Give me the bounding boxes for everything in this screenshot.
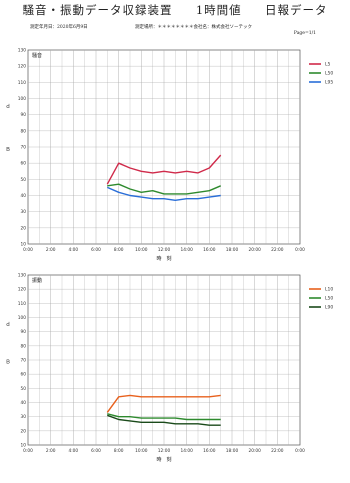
series-line-L50 bbox=[107, 183, 221, 195]
legend-label-L95: L95 bbox=[325, 80, 333, 86]
y-tick-label: 80 bbox=[21, 343, 27, 349]
x-tick-label: 2:00 bbox=[46, 247, 56, 253]
x-tick-label: 20:00 bbox=[248, 247, 261, 253]
x-tick-label: 0:00 bbox=[23, 247, 33, 253]
y-tick-label: 50 bbox=[21, 177, 27, 183]
x-tick-label: 12:00 bbox=[158, 247, 171, 253]
y-tick-label: 90 bbox=[21, 112, 27, 118]
y-axis-label: ｄＢ bbox=[5, 321, 10, 365]
measure-location: 測定場所：＊＊＊＊＊＊＊＊会社名：株式会社ソーテック bbox=[135, 25, 252, 30]
y-tick-label: 120 bbox=[18, 64, 26, 70]
report-kind: 日報データ bbox=[264, 3, 328, 17]
y-tick-label: 80 bbox=[21, 128, 27, 134]
y-tick-label: 130 bbox=[18, 48, 26, 54]
x-axis-label: 時 刻 bbox=[156, 255, 171, 262]
x-tick-label: 8:00 bbox=[114, 247, 124, 253]
x-tick-label: 18:00 bbox=[226, 448, 239, 454]
legend-label-L50: L50 bbox=[325, 71, 333, 77]
x-tick-label: 10:00 bbox=[135, 448, 148, 454]
y-tick-label: 10 bbox=[21, 443, 27, 449]
y-tick-label: 20 bbox=[21, 428, 27, 434]
y-tick-label: 90 bbox=[21, 329, 27, 335]
y-tick-label: 100 bbox=[18, 315, 26, 321]
x-tick-label: 4:00 bbox=[69, 448, 79, 454]
y-tick-label: 110 bbox=[18, 80, 26, 86]
y-tick-label: 70 bbox=[21, 358, 27, 364]
y-tick-label: 40 bbox=[21, 193, 27, 199]
x-tick-label: 20:00 bbox=[248, 448, 261, 454]
legend-label-L50: L50 bbox=[325, 296, 333, 302]
y-tick-label: 130 bbox=[18, 273, 26, 279]
legend-label-L10: L10 bbox=[325, 287, 333, 293]
legend-label-L5: L5 bbox=[325, 62, 331, 68]
x-tick-label: 0:00 bbox=[295, 448, 305, 454]
legend-label-L90: L90 bbox=[325, 305, 333, 311]
y-tick-label: 60 bbox=[21, 372, 27, 378]
y-tick-label: 100 bbox=[18, 96, 26, 102]
x-tick-label: 12:00 bbox=[158, 448, 171, 454]
series-line-L50 bbox=[107, 413, 221, 421]
x-tick-label: 8:00 bbox=[114, 448, 124, 454]
x-tick-label: 14:00 bbox=[180, 247, 193, 253]
y-tick-label: 40 bbox=[21, 400, 27, 406]
y-tick-label: 110 bbox=[18, 301, 26, 307]
measure-date: 測定年月日：2020年6月9日 bbox=[30, 25, 88, 30]
x-tick-label: 14:00 bbox=[180, 448, 193, 454]
x-tick-label: 6:00 bbox=[91, 448, 101, 454]
x-tick-label: 16:00 bbox=[203, 247, 216, 253]
y-axis-label: ｄＢ bbox=[5, 103, 10, 153]
x-tick-label: 10:00 bbox=[135, 247, 148, 253]
y-tick-label: 10 bbox=[21, 242, 27, 248]
y-tick-label: 60 bbox=[21, 161, 27, 167]
x-tick-label: 16:00 bbox=[203, 448, 216, 454]
y-tick-label: 20 bbox=[21, 225, 27, 231]
report-main-title: 騒音・振動データ収録装置 bbox=[22, 3, 173, 17]
page-number: Page=1/1 bbox=[293, 31, 316, 36]
x-tick-label: 0:00 bbox=[295, 247, 305, 253]
x-tick-label: 18:00 bbox=[226, 247, 239, 253]
y-tick-label: 30 bbox=[21, 209, 27, 215]
x-tick-label: 22:00 bbox=[271, 448, 284, 454]
chart-2: 10 20 30 40 50 60 70 80 90 100 110 120 130 0:00 2:00 4:… bbox=[5, 273, 333, 464]
chart-1: 10 20 30 40 50 60 70 80 90 100 110 120 130 0:00 2:00 4:… bbox=[5, 48, 333, 263]
series-line-L95 bbox=[107, 186, 221, 202]
series-line-L90 bbox=[107, 414, 221, 426]
series-line-L5 bbox=[106, 154, 222, 185]
chart-title: 振動 bbox=[32, 277, 42, 284]
y-tick-label: 120 bbox=[18, 287, 26, 293]
report-title: 騒音・振動データ収録装置 1時間値 日報データ bbox=[0, 2, 350, 18]
y-tick-label: 70 bbox=[21, 145, 27, 151]
series-line-L10 bbox=[106, 394, 221, 413]
chart-title: 騒音 bbox=[32, 52, 42, 59]
x-tick-label: 4:00 bbox=[69, 247, 79, 253]
x-tick-label: 2:00 bbox=[46, 448, 56, 454]
x-axis-label: 時 刻 bbox=[156, 456, 171, 463]
report-interval: 1時間値 bbox=[195, 3, 242, 17]
x-tick-label: 22:00 bbox=[271, 247, 284, 253]
x-tick-label: 6:00 bbox=[91, 247, 101, 253]
x-tick-label: 0:00 bbox=[23, 448, 33, 454]
y-tick-label: 30 bbox=[21, 414, 27, 420]
y-tick-label: 50 bbox=[21, 386, 27, 392]
